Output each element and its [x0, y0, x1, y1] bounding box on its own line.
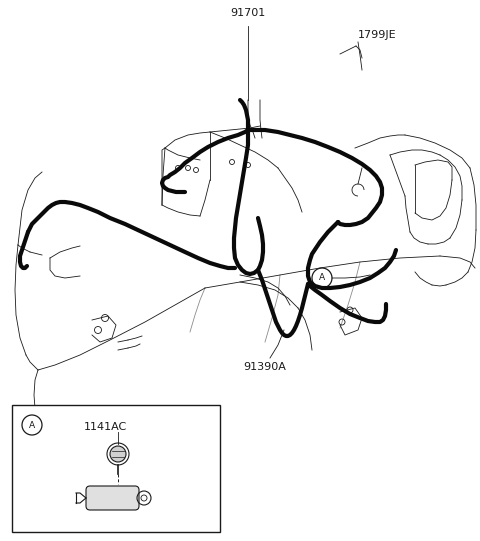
Text: 91701: 91701: [230, 8, 265, 18]
FancyBboxPatch shape: [12, 405, 220, 532]
Text: 1799JE: 1799JE: [358, 30, 396, 40]
Text: 91390A: 91390A: [243, 362, 287, 372]
Text: 1141AC: 1141AC: [84, 422, 127, 432]
Text: A: A: [29, 420, 35, 430]
FancyBboxPatch shape: [86, 486, 139, 510]
Text: A: A: [319, 274, 325, 282]
Circle shape: [110, 446, 126, 462]
